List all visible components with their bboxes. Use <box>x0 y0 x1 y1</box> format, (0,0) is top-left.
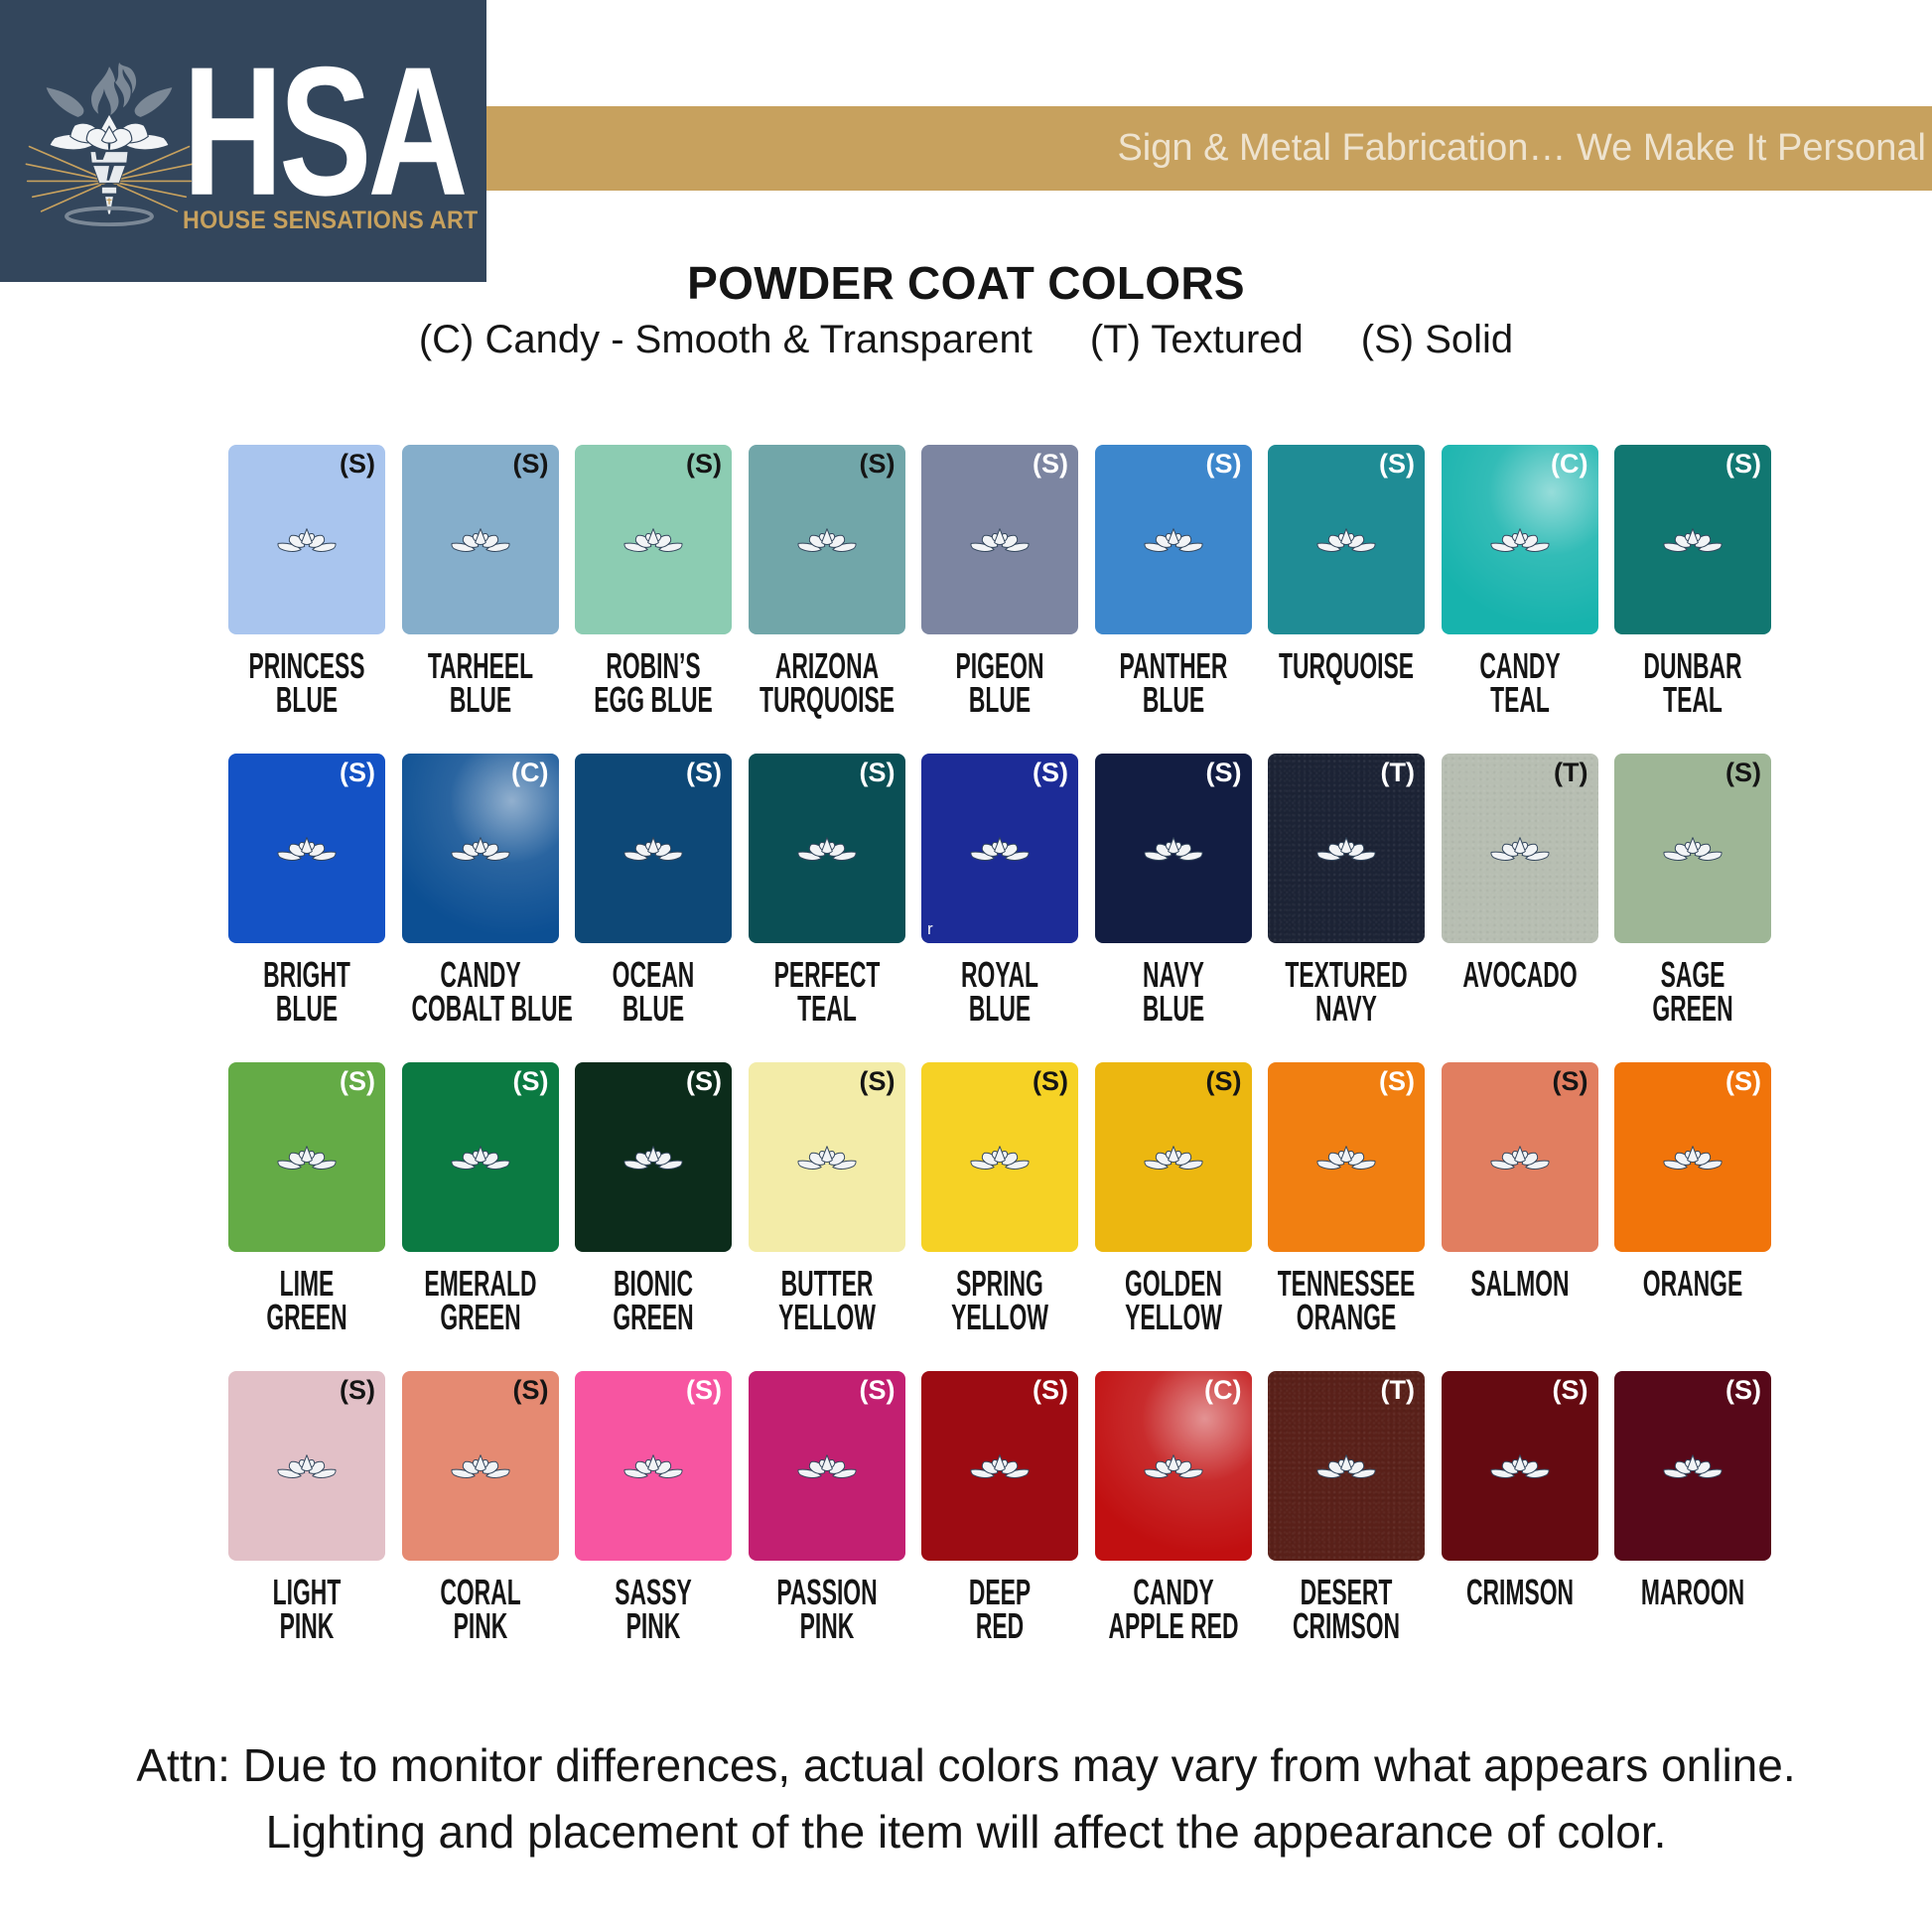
svg-text:Proverbs 16:3: Proverbs 16:3 <box>89 213 129 220</box>
